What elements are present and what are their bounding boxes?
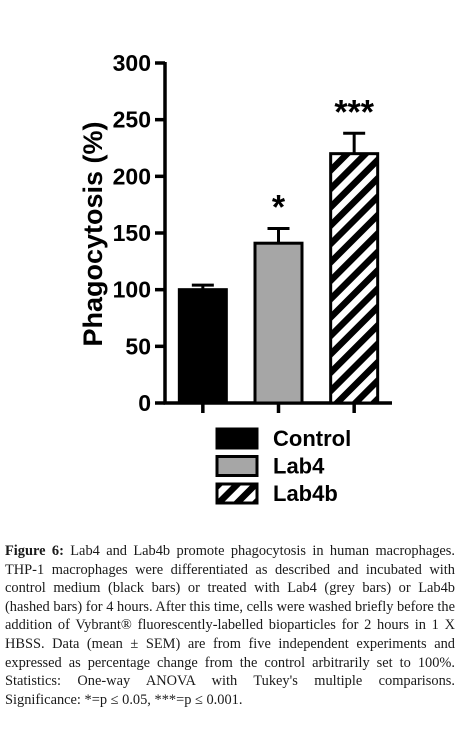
legend-swatch <box>215 427 259 450</box>
y-tick-label: 100 <box>113 277 151 303</box>
legend-label: Control <box>273 426 351 451</box>
figure-caption: Figure 6: Lab4 and Lab4b promote phagocy… <box>5 542 455 709</box>
legend-label: Lab4b <box>273 481 338 506</box>
y-tick-label: 250 <box>113 107 151 133</box>
legend-swatch <box>215 482 259 505</box>
y-tick-label: 50 <box>125 333 151 359</box>
bar-lab4b <box>329 152 380 405</box>
axes: 0 50 100 150 200 250 300 <box>113 50 392 416</box>
y-tick-label: 200 <box>113 163 151 189</box>
significance-label: * <box>272 188 286 226</box>
y-tick-label: 150 <box>113 220 151 246</box>
figure-caption-label: Figure 6: <box>5 543 64 559</box>
legend-swatch <box>215 455 259 477</box>
figure-caption-text: Lab4 and Lab4b promote phagocytosis in h… <box>5 543 455 708</box>
bar-lab4 <box>253 241 304 405</box>
significance-label: *** <box>334 93 374 131</box>
bar-control <box>177 288 228 405</box>
legend-label: Lab4 <box>273 454 325 479</box>
y-axis-label: Phagocytosis (%) <box>78 121 108 346</box>
y-tick-label: 300 <box>113 50 151 76</box>
bars: **** <box>177 93 380 405</box>
y-tick-label: 0 <box>138 390 151 416</box>
